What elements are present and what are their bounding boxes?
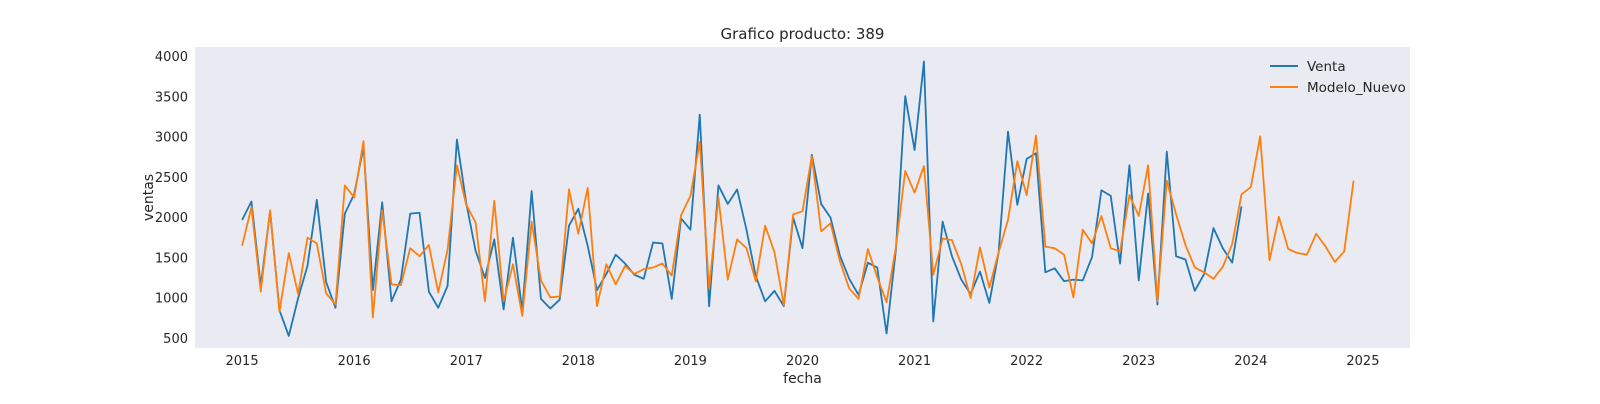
x-tick-label: 2025 [1346,354,1379,369]
x-tick-label: 2015 [226,354,259,369]
x-axis-label: fecha [783,371,822,387]
x-tick-label: 2016 [338,354,371,369]
x-tick-label: 2020 [786,354,819,369]
series-layer [241,60,1355,337]
y-tick-label: 1500 [155,251,188,266]
x-tick-label: 2022 [1010,354,1043,369]
x-tick-label: 2018 [562,354,595,369]
x-tick-label: 2017 [450,354,483,369]
legend-label: Modelo_Nuevo [1307,80,1406,96]
y-tick-label: 500 [163,332,188,347]
y-axis-label: ventas [141,174,157,221]
chart-title: Grafico producto: 389 [721,25,885,43]
y-tick-label: 3000 [155,131,188,146]
y-tick-label: 3500 [155,90,188,105]
y-axis: 500 1000 1500 2000 2500 3000 3500 4000 [155,50,188,347]
x-axis: 2015 2016 2017 2018 2019 2020 2021 2022 2023 2024… [226,354,1380,369]
x-tick-label: 2024 [1234,354,1267,369]
x-tick-label: 2019 [674,354,707,369]
y-tick-label: 4000 [155,50,188,65]
legend-label: Venta [1307,59,1346,75]
plot-area [195,47,1410,348]
x-tick-label: 2021 [898,354,931,369]
series-line-modelo-nuevo [241,134,1355,319]
legend: Venta Modelo_Nuevo [1270,59,1406,96]
x-tick-label: 2023 [1122,354,1155,369]
y-tick-label: 2000 [155,211,188,226]
y-tick-label: 2500 [155,171,188,186]
y-tick-label: 1000 [155,292,188,307]
